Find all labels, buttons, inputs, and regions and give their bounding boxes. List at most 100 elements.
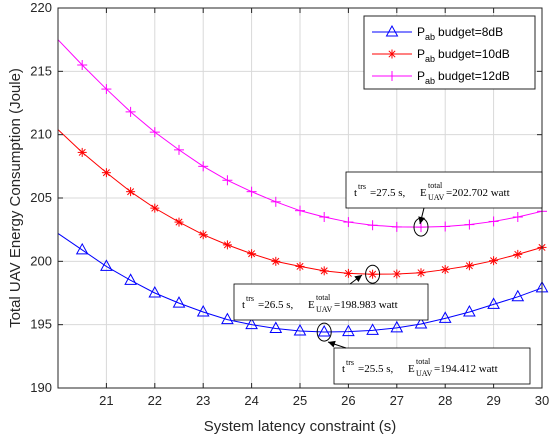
series-2-point (343, 268, 353, 278)
series-1-point (269, 321, 283, 333)
x-tick-label: 28 (438, 393, 452, 408)
annotation-eq2: =194.412 watt (434, 363, 498, 375)
series-2-point (464, 261, 474, 271)
series-2-point (489, 256, 499, 266)
y-tick-label: 200 (30, 253, 52, 268)
series-1-point (438, 311, 452, 323)
x-tick-label: 30 (535, 393, 549, 408)
annotation-e-sup: total (416, 357, 431, 366)
series-3-point (246, 186, 257, 197)
annotation-eq1: =25.5 s, (358, 363, 393, 375)
annotation-arrowhead (418, 216, 426, 224)
series-1-point (75, 242, 89, 255)
series-3-point (440, 221, 451, 232)
series-1-point (196, 304, 210, 317)
annotation-eq1: =27.5 s, (370, 187, 405, 199)
y-tick-label: 215 (30, 63, 52, 78)
series-3-point (295, 205, 305, 216)
annotation-arrowhead (328, 340, 336, 348)
series-3-point (488, 216, 499, 227)
series-2-point (150, 203, 160, 213)
y-tick-label: 210 (30, 127, 52, 142)
highlight-ellipse (316, 322, 332, 342)
series-2-point (319, 266, 329, 276)
series-3-point (319, 212, 330, 222)
series-3-point (464, 219, 475, 230)
series-1-point (148, 285, 162, 298)
x-tick-label: 27 (390, 393, 404, 408)
annotation-t-sup: trs (358, 182, 366, 191)
annotation-e: E (420, 187, 427, 199)
y-tick-label: 220 (30, 0, 52, 15)
series-line-1 (57, 233, 543, 333)
series-1-point (245, 317, 258, 330)
y-tick-label: 205 (30, 190, 52, 205)
series-3-point (343, 217, 354, 228)
series-2-point (77, 147, 87, 157)
annotation-e-sup: total (316, 293, 331, 302)
x-tick-label: 22 (148, 393, 162, 408)
annotation-t: t (242, 299, 245, 311)
y-tick-label: 190 (30, 380, 52, 395)
series-1-point (487, 297, 500, 309)
annotation-e: E (408, 363, 415, 375)
annotation-eq2: =202.702 watt (446, 187, 510, 199)
series-2-point (392, 269, 402, 279)
ticks: 21 22 23 24 25 26 27 28 29 30 190 195 200 205 210 215 22… (30, 0, 549, 408)
annotation-arrowhead (354, 275, 362, 282)
legend: Pab budget=8dB Pab budget=10dB Pab budget=12d… (363, 15, 536, 90)
series-2-point (368, 269, 378, 279)
legend-marker-2 (387, 49, 397, 59)
annotation-t-sup: trs (346, 358, 354, 367)
annotation-e-sub: UAV (316, 305, 333, 314)
annotation-t: t (342, 363, 345, 375)
x-axis-label: System latency constraint (s) (204, 418, 397, 435)
annotation-box (233, 283, 429, 321)
series-2-point (198, 230, 208, 240)
series-2-point (101, 168, 111, 178)
series-2-point (295, 261, 305, 271)
series-1-point (511, 289, 525, 302)
series-3-point (101, 84, 112, 95)
series-1-point (390, 320, 404, 333)
series-2-point (440, 265, 450, 275)
series-3-point (222, 175, 233, 186)
series-1-point (221, 312, 234, 325)
series-3-point (198, 161, 209, 172)
series-3-point (416, 222, 426, 233)
annotation-eq1: =26.5 s, (258, 299, 293, 311)
legend-marker-3 (387, 71, 397, 81)
x-tick-label: 26 (341, 393, 355, 408)
series-1-point (342, 324, 355, 337)
series-3-point (125, 106, 136, 117)
x-tick-label: 23 (196, 393, 210, 408)
series-3-point (149, 127, 160, 138)
series-2-point (416, 268, 426, 278)
series-3-point (174, 144, 184, 155)
series-2-point (126, 187, 136, 197)
series-1-point (463, 304, 476, 317)
highlight-ellipse (365, 264, 381, 284)
series-2-point (222, 240, 232, 250)
annotation-t: t (354, 187, 357, 199)
series-2-point (513, 249, 523, 259)
series-1-point (293, 323, 307, 336)
y-tick-label: 195 (30, 317, 52, 332)
series-1-point (124, 273, 137, 285)
series-3-point (512, 212, 523, 222)
annotation-box (345, 171, 543, 209)
x-tick-label: 24 (244, 393, 258, 408)
legend-label-1: Pab budget=8dB (417, 25, 503, 42)
series-1-point (172, 296, 186, 308)
annotation-eq2: =198.983 watt (334, 299, 398, 311)
annotation-e-sub: UAV (428, 193, 445, 202)
series-2-point (247, 249, 257, 259)
x-tick-label: 21 (99, 393, 113, 408)
x-tick-label: 29 (486, 393, 500, 408)
series-1-point (414, 316, 428, 329)
